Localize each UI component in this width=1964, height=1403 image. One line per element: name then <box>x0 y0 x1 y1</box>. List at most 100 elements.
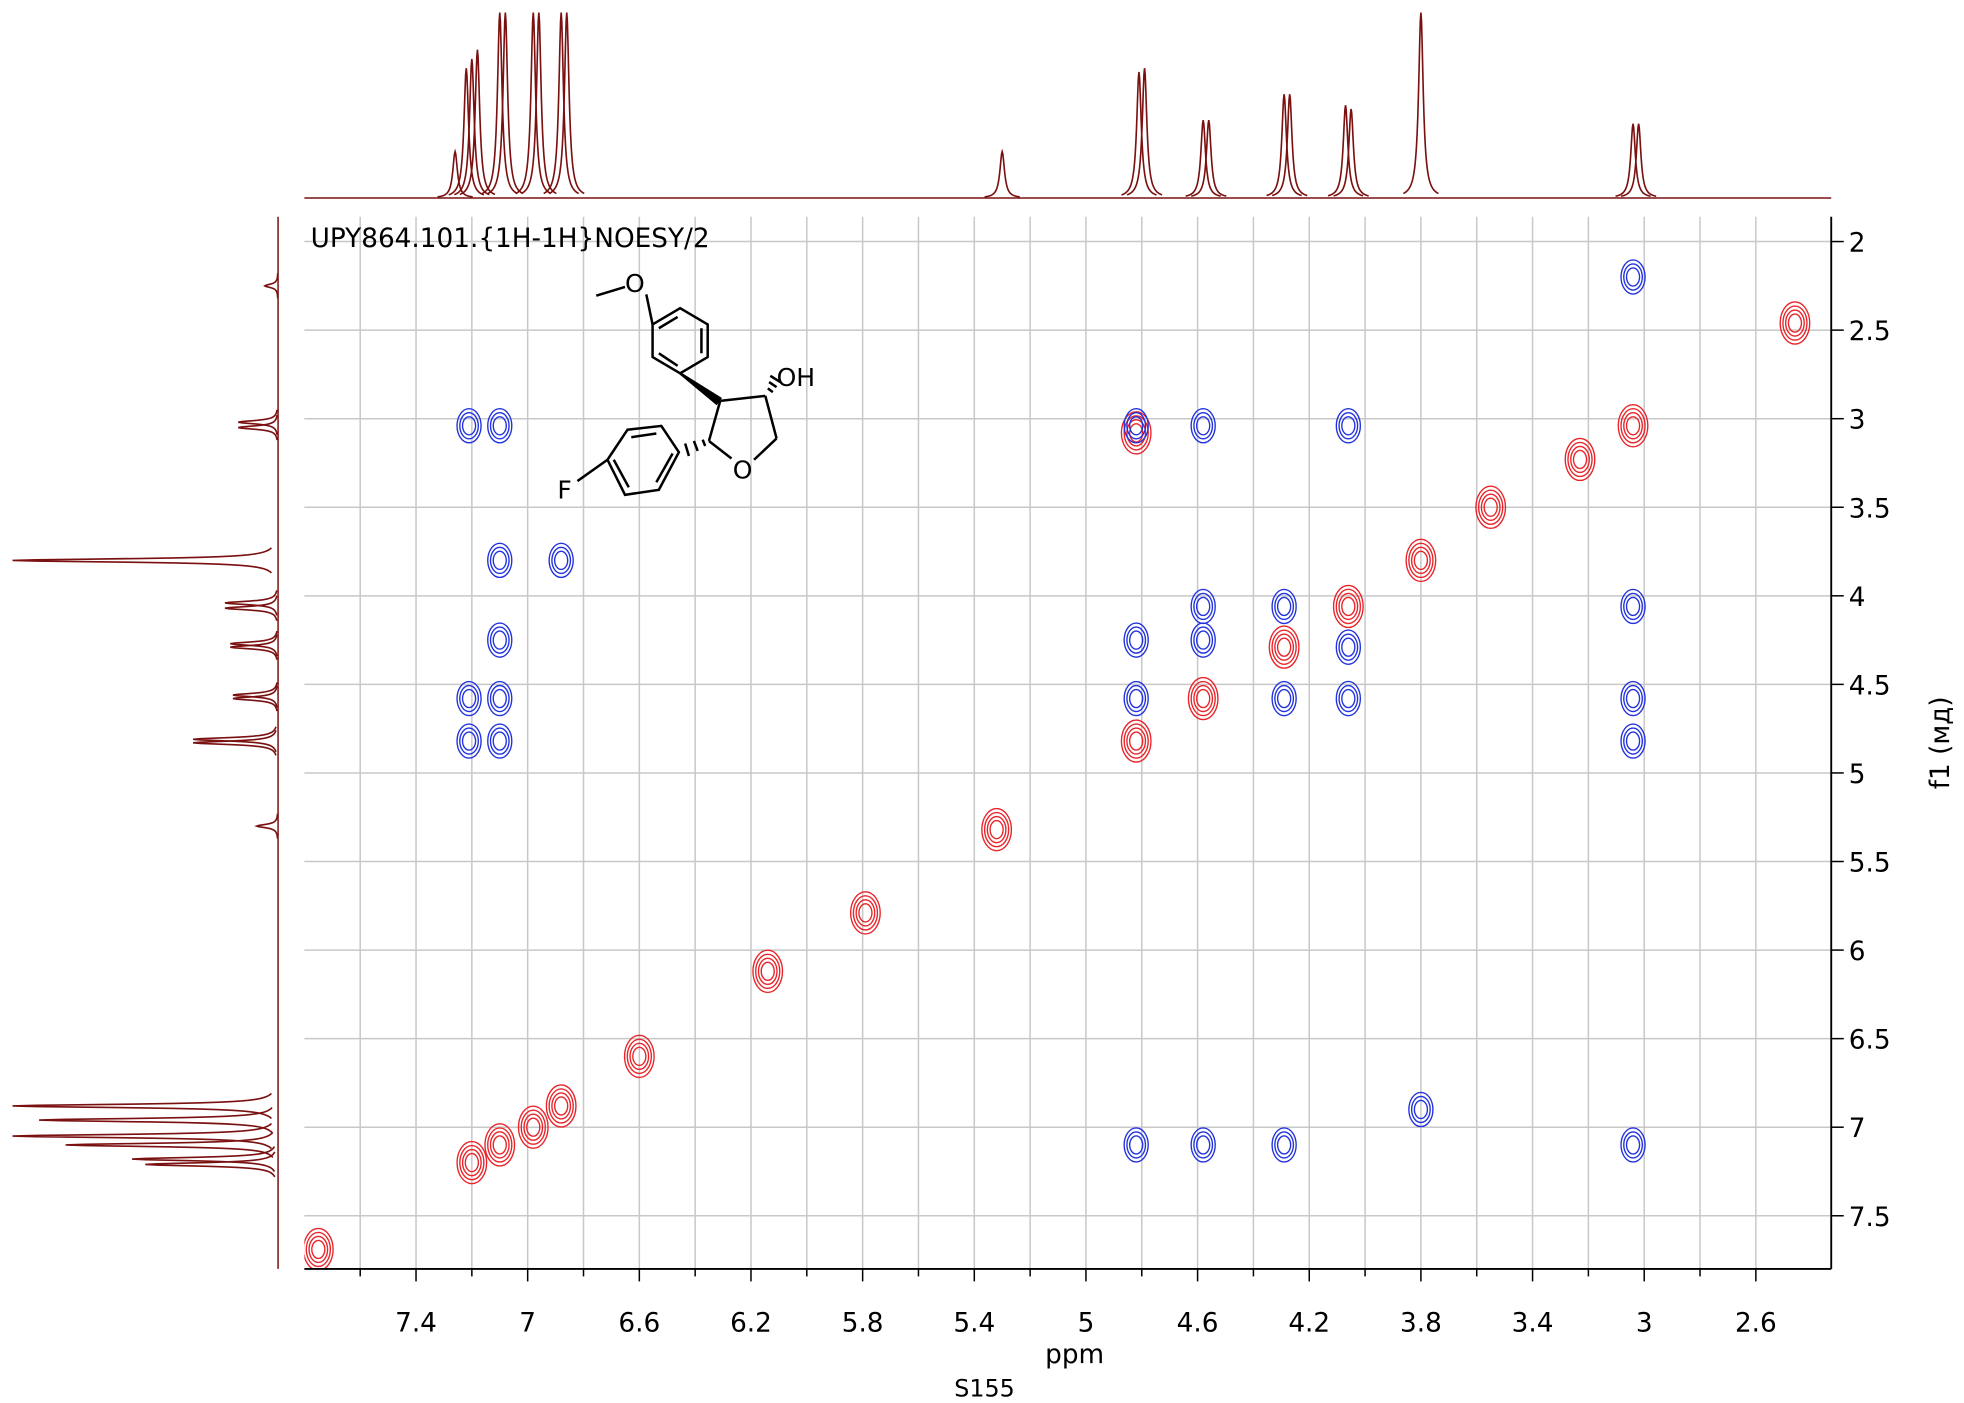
projection-peak <box>1185 119 1221 197</box>
cross-peak <box>304 1227 334 1269</box>
projection-peak <box>543 12 580 195</box>
y-tick-label: 5 <box>1849 760 1866 790</box>
bond <box>720 394 766 403</box>
cross-peak <box>1335 408 1362 444</box>
projection-peak <box>454 58 490 196</box>
cross-peak <box>1620 1127 1646 1163</box>
projection-peak <box>437 148 473 198</box>
cross-peak <box>517 1105 549 1149</box>
y-axis-label: f1 (мд) <box>1926 696 1956 789</box>
cross-peak <box>1620 680 1646 717</box>
y-tick-label: 7.5 <box>1849 1203 1891 1233</box>
cross-peak <box>487 408 513 444</box>
projection-peak <box>459 49 496 196</box>
projection-peak <box>448 68 485 196</box>
y-tick-label: 3 <box>1849 406 1866 436</box>
cross-peak <box>487 680 513 717</box>
cross-peak <box>1620 588 1646 625</box>
projection-peak <box>131 1146 276 1173</box>
x-tick-label: 4.6 <box>1177 1309 1219 1339</box>
cross-peak <box>487 723 513 759</box>
bond <box>708 439 733 460</box>
x-tick-label: 7.4 <box>395 1309 437 1339</box>
projection-peak <box>1615 123 1651 197</box>
cross-peak <box>1271 588 1297 625</box>
projection-peak <box>12 547 272 574</box>
ring <box>651 306 709 375</box>
x-tick-label: 2.6 <box>1735 1309 1777 1339</box>
cross-peak <box>484 1123 516 1167</box>
cross-peak <box>1271 680 1297 717</box>
hash <box>769 374 782 384</box>
y-tick-label: 4.5 <box>1849 671 1891 701</box>
cross-peak <box>1120 719 1152 763</box>
cross-peak <box>1190 588 1216 625</box>
bond <box>576 458 609 483</box>
y-tick-label: 4 <box>1849 583 1866 613</box>
projection-peak <box>1126 68 1163 196</box>
chart-title: UPY864.101.{1H-1H}NOESY/2 <box>311 224 710 254</box>
hash <box>683 443 691 457</box>
y-tick-label: 2.5 <box>1849 317 1891 347</box>
x-tick-label: 4.2 <box>1288 1309 1330 1339</box>
cross-peak <box>456 408 482 444</box>
bond <box>595 285 626 297</box>
cross-peak <box>1187 676 1219 721</box>
molecule <box>576 285 782 497</box>
x-tick-label: 6.6 <box>618 1309 660 1339</box>
projection-peak <box>1327 105 1364 197</box>
y-tick-label: 5.5 <box>1849 849 1891 879</box>
projection-peak <box>230 634 278 660</box>
x-axis-label: ppm <box>1045 1340 1104 1370</box>
cross-peak <box>1335 680 1362 717</box>
hash <box>701 439 707 447</box>
cross-peak <box>752 949 784 994</box>
bond <box>753 437 778 461</box>
cross-peak <box>1190 408 1216 444</box>
projection-peak <box>238 409 278 435</box>
bond <box>631 432 657 439</box>
cross-peak <box>1408 1091 1434 1128</box>
cross-peak <box>487 622 513 658</box>
cross-peak <box>1190 622 1216 658</box>
hash <box>768 381 778 389</box>
bond <box>658 315 679 330</box>
cross-peak <box>456 1140 488 1185</box>
annotation: O <box>733 456 753 485</box>
bond <box>764 395 778 439</box>
cross-peak <box>1475 485 1507 529</box>
x-tick-label: 3.8 <box>1400 1309 1442 1339</box>
projection-peak <box>1121 71 1157 196</box>
x-tick-label: 7 <box>519 1309 536 1339</box>
y-tick-label: 7 <box>1849 1114 1866 1144</box>
y-tick-label: 2 <box>1849 229 1866 259</box>
cross-peak <box>456 680 482 717</box>
projection-peak <box>1402 12 1439 195</box>
page-number: S155 <box>954 1375 1015 1403</box>
projection-peak <box>193 730 277 756</box>
x-tick-label: 3.4 <box>1512 1309 1554 1339</box>
bond <box>645 294 654 325</box>
annotation: OH <box>777 363 816 392</box>
x-tick-label: 6.2 <box>730 1309 772 1339</box>
cross-peak <box>1779 301 1811 345</box>
cross-peak <box>1190 1127 1216 1163</box>
cross-peak <box>1123 408 1149 444</box>
cross-peak <box>849 891 881 935</box>
cross-peak <box>623 1034 655 1079</box>
cross-peak <box>981 807 1013 852</box>
cross-peak <box>1123 622 1149 658</box>
projection-peak <box>487 12 524 195</box>
cross-peak <box>456 723 482 759</box>
projection-peak <box>1271 94 1308 197</box>
y-tick-label: 6 <box>1849 937 1866 967</box>
bond <box>655 452 674 483</box>
projection-peak <box>232 682 278 708</box>
cross-peak <box>1120 411 1152 455</box>
projection-peak <box>515 12 552 195</box>
cross-peak <box>1271 1127 1297 1163</box>
projection-peak <box>12 1092 272 1120</box>
hash <box>767 387 774 394</box>
grid <box>304 216 1832 1269</box>
